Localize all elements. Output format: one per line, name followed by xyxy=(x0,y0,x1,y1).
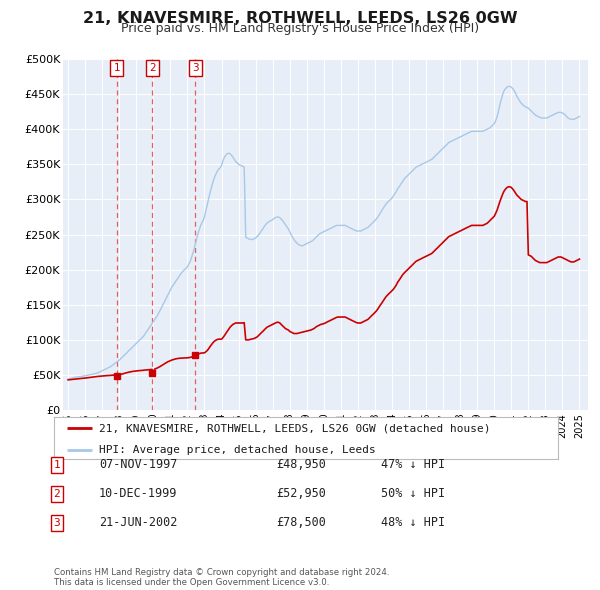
Text: 50% ↓ HPI: 50% ↓ HPI xyxy=(381,487,445,500)
Text: 2: 2 xyxy=(149,63,155,73)
Text: 21, KNAVESMIRE, ROTHWELL, LEEDS, LS26 0GW: 21, KNAVESMIRE, ROTHWELL, LEEDS, LS26 0G… xyxy=(83,11,517,25)
Text: £48,950: £48,950 xyxy=(276,458,326,471)
Text: 07-NOV-1997: 07-NOV-1997 xyxy=(99,458,178,471)
Text: £52,950: £52,950 xyxy=(276,487,326,500)
Text: HPI: Average price, detached house, Leeds: HPI: Average price, detached house, Leed… xyxy=(100,445,376,455)
Text: 47% ↓ HPI: 47% ↓ HPI xyxy=(381,458,445,471)
Text: Contains HM Land Registry data © Crown copyright and database right 2024.
This d: Contains HM Land Registry data © Crown c… xyxy=(54,568,389,587)
Text: 3: 3 xyxy=(192,63,199,73)
Text: 10-DEC-1999: 10-DEC-1999 xyxy=(99,487,178,500)
Text: 1: 1 xyxy=(113,63,120,73)
Text: 21, KNAVESMIRE, ROTHWELL, LEEDS, LS26 0GW (detached house): 21, KNAVESMIRE, ROTHWELL, LEEDS, LS26 0G… xyxy=(100,424,491,434)
Text: 21-JUN-2002: 21-JUN-2002 xyxy=(99,516,178,529)
Text: 2: 2 xyxy=(53,489,61,499)
Text: £78,500: £78,500 xyxy=(276,516,326,529)
Text: Price paid vs. HM Land Registry's House Price Index (HPI): Price paid vs. HM Land Registry's House … xyxy=(121,22,479,35)
Text: 3: 3 xyxy=(53,518,61,527)
Text: 1: 1 xyxy=(53,460,61,470)
Text: 48% ↓ HPI: 48% ↓ HPI xyxy=(381,516,445,529)
